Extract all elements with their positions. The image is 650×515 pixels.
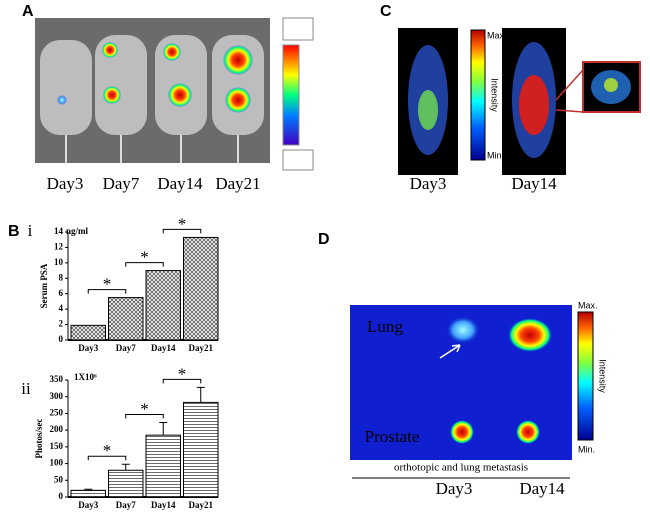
scale-title: Intensity [598,359,608,393]
day-label: Day3 [410,174,447,193]
error-bar [121,463,130,471]
error-bar [159,421,168,436]
bar [108,297,144,341]
significance-mark: * [178,214,187,233]
day-label: Day3 [47,174,84,193]
significance-mark: * [140,399,149,418]
bracket [87,455,127,461]
bracket [87,289,127,294]
caption: orthotopic and lung metastasis [394,462,528,474]
y-axis-label: Photos/sec [34,419,44,459]
y-tick-label: 14 [54,226,64,236]
day-label: Day7 [103,174,140,193]
bracket [125,262,164,267]
x-tick-label: Day21 [189,343,214,353]
scale-max: Max. [487,30,507,40]
y-tick-label: 2 [59,319,64,329]
panel-label: ii [21,379,31,398]
y-tick-label: 8 [59,272,64,282]
error-bar [84,488,93,491]
y-tick-label: 250 [50,407,64,417]
y-tick-label: 150 [50,441,64,451]
y-tick-label: 350 [50,374,64,384]
y-tick-label: 200 [50,424,64,434]
panel-label: B [8,223,20,240]
bar [70,489,106,498]
panel-label: C [380,3,392,20]
bar [145,270,181,341]
significance-mark: * [178,364,187,383]
x-tick-label: Day21 [189,500,214,510]
x-tick-label: Day7 [116,343,136,353]
row-label: Prostate [365,427,420,446]
bar [183,401,219,498]
y-tick-label: 100 [50,458,64,468]
y-tick-label: 0 [59,491,64,501]
pet-images [398,28,641,175]
x-tick-label: Day7 [116,500,136,510]
x-tick-label: Day14 [151,500,176,510]
bracket [125,413,164,419]
y-tick-label: 4 [59,303,64,313]
scale-min: Min. [578,444,595,454]
day-label: Day14 [511,174,557,193]
bracket [162,228,202,234]
x-tick-label: Day3 [78,500,98,510]
scale-max: Max. [578,300,598,310]
y-tick-label: 6 [59,288,64,298]
bracket [162,378,202,384]
significance-mark: * [103,274,112,293]
y-tick-label: 12 [54,241,64,251]
y-tick-label: 0 [59,334,64,344]
significance-mark: * [140,247,149,266]
x-tick-label: Day14 [151,343,176,353]
bar [145,434,181,498]
day-label: Day14 [519,479,565,498]
panel-label: A [22,3,34,20]
y-tick-label: 10 [54,257,64,267]
scale-title: Intensity [490,78,500,112]
panel-label: i [28,221,33,240]
row-label: Lung [367,317,403,336]
unit-label: ng/ml [66,226,89,236]
x-tick-label: Day3 [78,343,98,353]
significance-mark: * [103,441,112,460]
scale-min: Min. [487,150,504,160]
y-tick-label: 50 [54,474,64,484]
bar [70,324,106,341]
bar [183,236,219,341]
y-axis-label: Serum PSA [39,263,49,308]
day-label: Day3 [436,479,473,498]
y-tick-label: 300 [50,391,64,401]
mouse-images [35,17,314,171]
unit-label: 1X10⁶ [74,372,97,382]
bar [108,469,144,498]
ex-vivo-image [350,305,594,479]
day-label: Day21 [215,174,260,193]
day-label: Day14 [157,174,203,193]
panel-label: D [318,231,330,248]
error-bar [196,386,205,403]
